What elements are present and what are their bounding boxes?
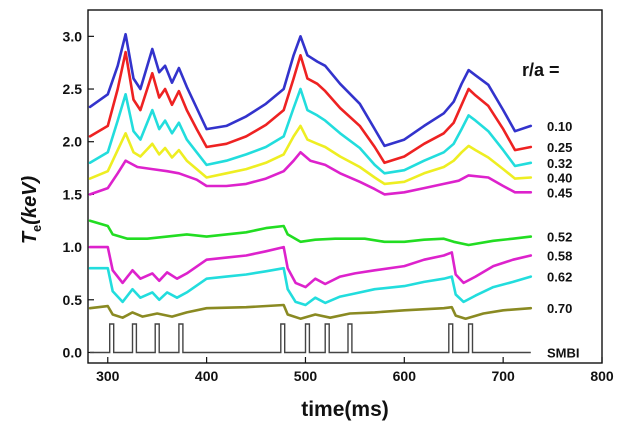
series-line [88, 32, 533, 148]
series-line [88, 219, 533, 247]
series-label: 0.62 [547, 270, 572, 285]
y-axis-title-main: T [19, 230, 41, 244]
x-tick-label: 300 [96, 368, 120, 384]
x-tick-label: 800 [590, 368, 614, 384]
x-tick-label: 700 [491, 368, 515, 384]
y-tick-label: 2.5 [63, 81, 83, 97]
legend-title: r/a = [522, 60, 560, 80]
y-axis-title-unit: (keV) [19, 175, 41, 224]
y-tick-label: 1.0 [63, 239, 83, 255]
series-label: 0.10 [547, 119, 572, 134]
y-tick-label: 0.5 [63, 292, 83, 308]
series-line [88, 50, 533, 165]
series-label: 0.58 [547, 249, 572, 264]
series-line [88, 303, 533, 320]
series-label: 0.70 [547, 301, 572, 316]
series-label: 0.40 [547, 171, 572, 186]
y-tick-label: 2.0 [63, 134, 83, 150]
y-axis-title-subscript: e [29, 225, 44, 232]
series-lines [88, 32, 533, 354]
series-label: 0.45 [547, 185, 572, 200]
series-label: 0.25 [547, 140, 572, 155]
series-line-smbi [90, 323, 531, 354]
y-tick-label: 1.5 [63, 186, 83, 202]
x-tick-label: 600 [393, 368, 417, 384]
series-line [88, 266, 533, 307]
series-label: 0.52 [547, 230, 572, 245]
series-line [88, 87, 533, 175]
y-tick-label: 3.0 [63, 28, 83, 44]
x-tick-label: 500 [294, 368, 318, 384]
y-tick-label: 0.0 [63, 344, 83, 360]
plot-frame [87, 9, 603, 364]
series-line [88, 245, 533, 289]
series-label: 0.32 [547, 156, 572, 171]
x-tick-label: 400 [195, 368, 219, 384]
y-axis-title: Te(keV) [19, 175, 44, 244]
series-line [88, 124, 533, 186]
series-label: SMBI [547, 345, 580, 360]
x-axis-title: time(ms) [301, 398, 389, 421]
series-labels: 0.10 0.250.320.400.45 0.52 0.58 0.62 0.70 SMBI [547, 119, 580, 361]
series-line [88, 151, 533, 196]
